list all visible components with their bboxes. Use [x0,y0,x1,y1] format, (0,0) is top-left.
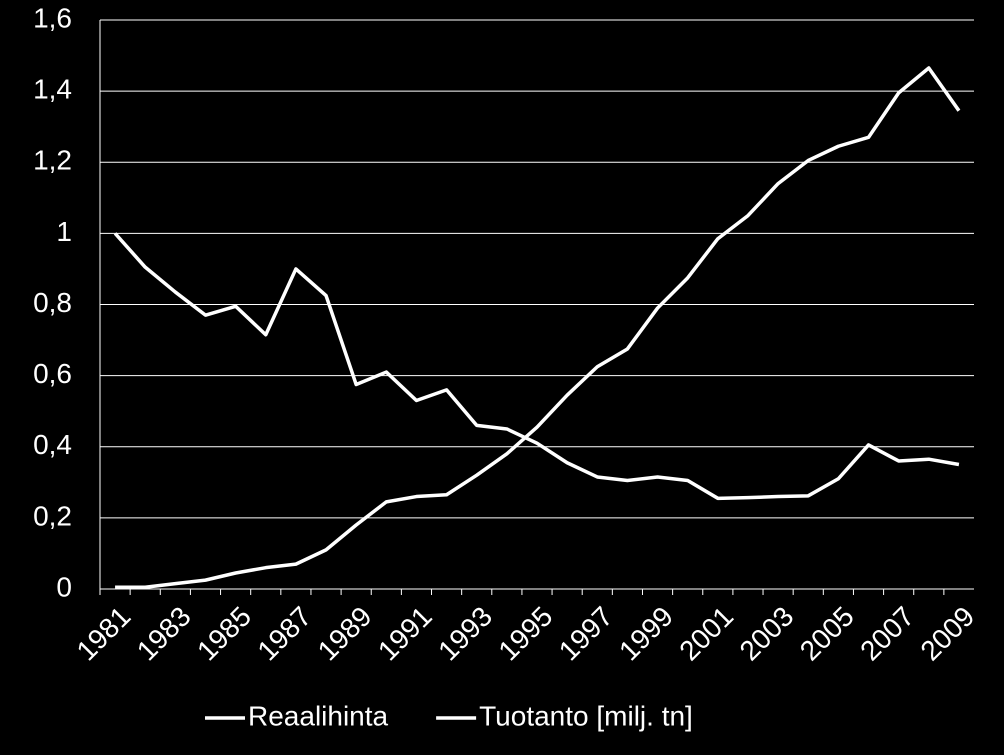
legend-label: Reaalihinta [248,700,389,731]
y-tick-label: 0,8 [33,287,72,318]
y-tick-label: 0,2 [33,500,72,531]
y-tick-label: 0 [56,571,72,602]
y-tick-label: 1 [56,216,72,247]
series-line [113,232,960,501]
y-tick-label: 1,6 [33,2,72,33]
legend-label: Tuotanto [milj. tn] [479,700,693,731]
y-tick-label: 0,6 [33,358,72,389]
y-tick-label: 1,4 [33,74,72,105]
y-tick-label: 0,4 [33,429,72,460]
y-tick-label: 1,2 [33,145,72,176]
series-line [115,66,961,589]
